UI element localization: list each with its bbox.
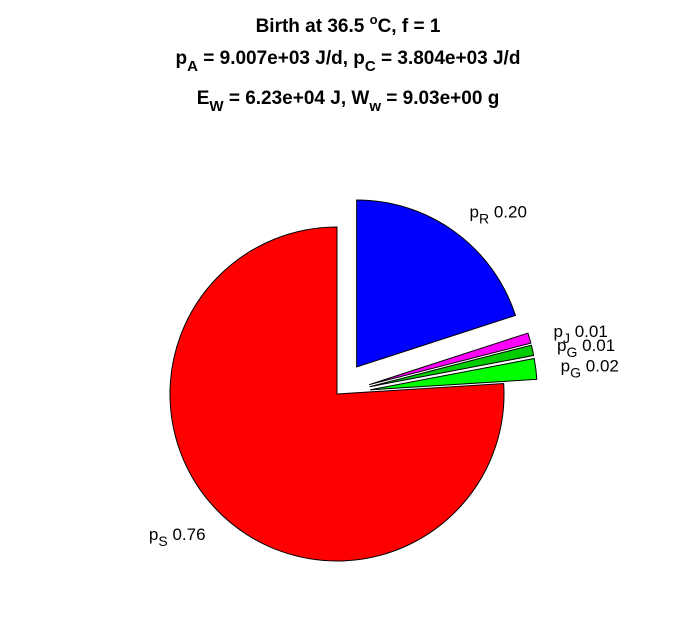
label-symbol: p xyxy=(149,525,158,544)
label-subscript: R xyxy=(479,211,489,227)
title-line: Birth at 36.5 oC, f = 1 xyxy=(256,12,441,37)
value-label: 0.01 xyxy=(575,322,608,341)
title-sub: C xyxy=(365,58,376,75)
title-part: p xyxy=(176,48,188,69)
pie-slice xyxy=(356,199,517,368)
label-subscript: G xyxy=(570,365,581,381)
slice-label: pG 0.02 xyxy=(561,357,619,381)
title-part: = 6.23e+04 J, W xyxy=(224,88,370,109)
title-part: C, f = 1 xyxy=(378,16,441,37)
slice-label: pJ 0.01 xyxy=(553,322,607,346)
value-label: 0.20 xyxy=(494,203,527,222)
title-sub: A xyxy=(187,58,198,75)
value-label: 0.76 xyxy=(172,525,205,544)
value-label: 0.01 xyxy=(582,336,615,355)
label-subscript: S xyxy=(158,533,167,549)
title-line: pA = 9.007e+03 J/d, pC = 3.804e+03 J/d xyxy=(176,48,521,75)
slice-label: pR 0.20 xyxy=(470,203,527,227)
pie-slice xyxy=(370,357,538,391)
label-subscript: G xyxy=(566,344,577,360)
title-part: = 3.804e+03 J/d xyxy=(376,48,521,69)
title-sup: o xyxy=(370,12,378,27)
title-part: E xyxy=(197,88,210,109)
label-symbol: p xyxy=(553,322,562,341)
pie-slice xyxy=(169,226,505,562)
label-symbol: p xyxy=(470,203,479,222)
title-sub: W xyxy=(209,98,224,115)
slice-label: pG 0.01 xyxy=(557,336,615,360)
title-part: = 9.007e+03 J/d, p xyxy=(198,48,365,69)
label-subscript: J xyxy=(563,330,570,346)
pie-slice xyxy=(369,344,535,388)
title-sub: w xyxy=(368,98,381,115)
pie-slice xyxy=(368,332,532,386)
value-label: 0.02 xyxy=(586,357,619,376)
title-part: Birth at 36.5 xyxy=(256,16,370,37)
label-symbol: p xyxy=(561,357,570,376)
title-part: = 9.03e+00 g xyxy=(381,88,499,109)
slice-label: pS 0.76 xyxy=(149,525,206,549)
label-symbol: p xyxy=(557,336,566,355)
title-line: EW = 6.23e+04 J, Ww = 9.03e+00 g xyxy=(197,88,500,115)
